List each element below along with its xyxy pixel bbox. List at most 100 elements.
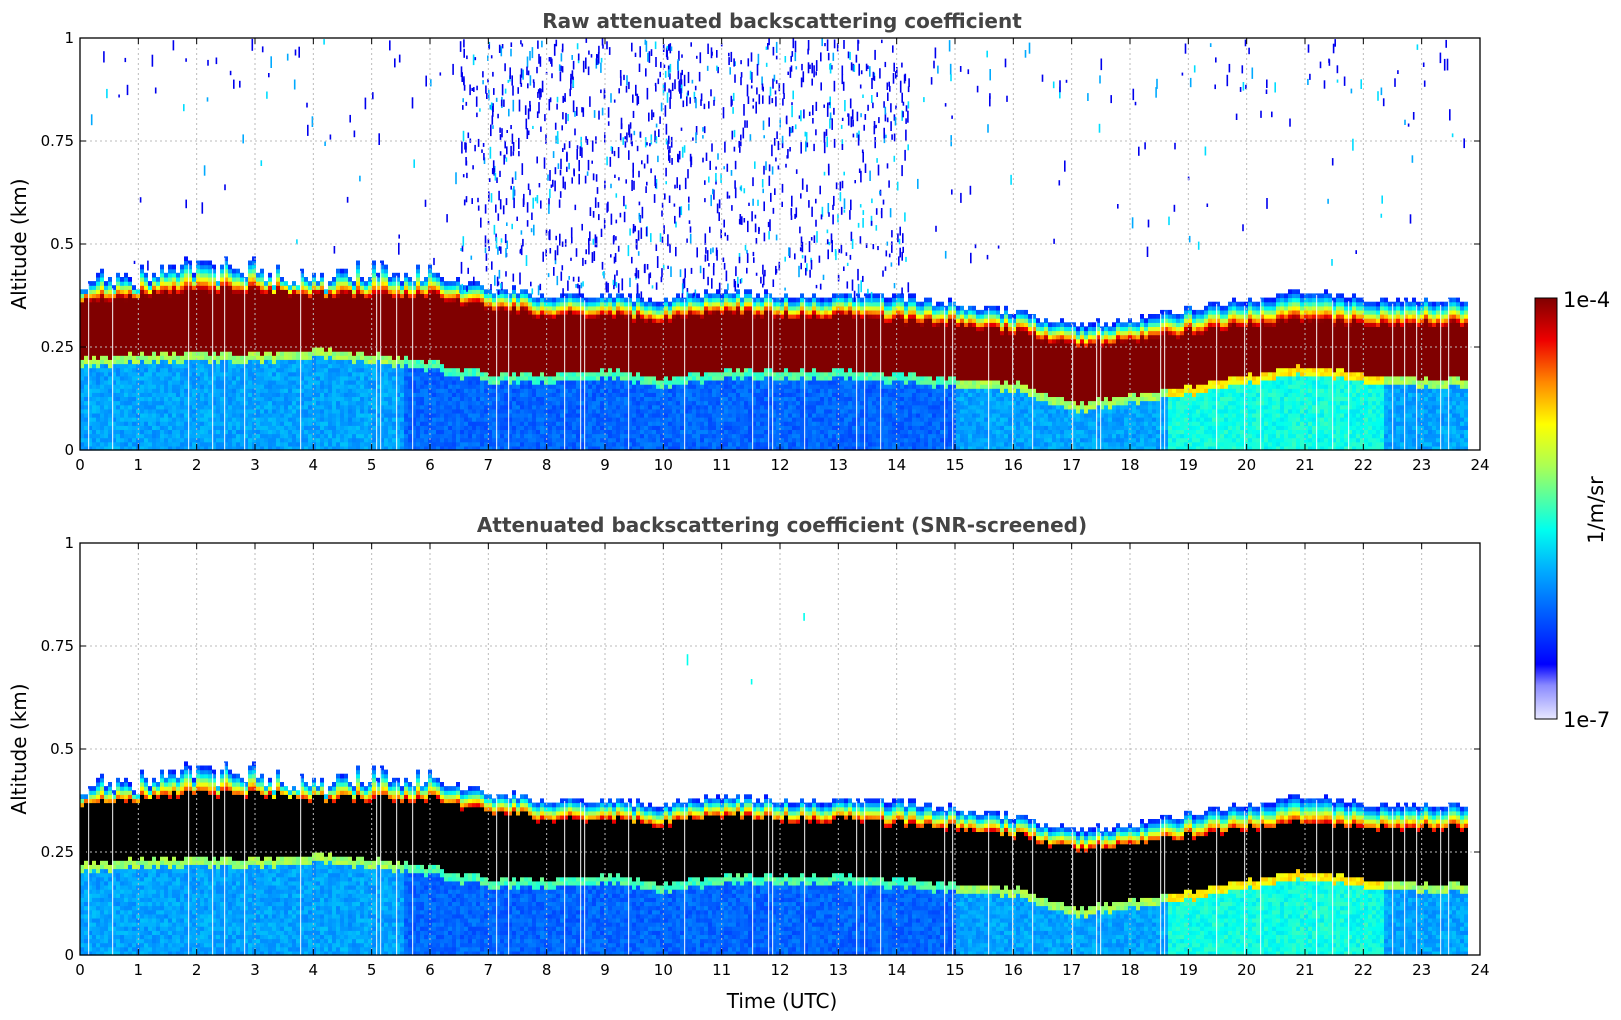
heatmap-cell [328, 421, 332, 426]
heatmap-cell [184, 437, 188, 443]
heatmap-cell [256, 441, 260, 447]
heatmap-cell [220, 326, 224, 332]
heatmap-cell [336, 268, 340, 274]
heatmap-cell [112, 400, 116, 406]
heatmap-cell [144, 285, 148, 290]
heatmap-cell [412, 359, 416, 365]
heatmap-cell [388, 421, 392, 426]
heatmap-cell [112, 417, 116, 422]
heatmap-cell [444, 281, 448, 286]
heatmap-cell [276, 347, 280, 352]
heatmap-cell [372, 268, 376, 274]
heatmap-cell [284, 334, 288, 340]
heatmap-cell [148, 281, 152, 286]
heatmap-cell [208, 375, 212, 381]
heatmap-cell [380, 384, 384, 389]
heatmap-cell [500, 429, 504, 435]
heatmap-cell [216, 421, 220, 426]
heatmap-cell [424, 412, 428, 418]
heatmap-cell [200, 417, 204, 422]
heatmap-cell [132, 384, 136, 389]
heatmap-cell [472, 326, 476, 332]
heatmap-cell [528, 334, 532, 340]
heatmap-cell [280, 408, 284, 414]
heatmap-cell [80, 301, 84, 307]
heatmap-cell [88, 412, 92, 418]
heatmap-cell [172, 264, 176, 270]
heatmap-cell [304, 277, 308, 282]
heatmap-cell [112, 412, 116, 418]
heatmap-cell [124, 272, 128, 278]
heatmap-cell [416, 404, 420, 410]
heatmap-cell [448, 351, 452, 356]
heatmap-cell [436, 375, 440, 381]
heatmap-cell [412, 351, 416, 356]
heatmap-cell [220, 309, 224, 315]
heatmap-cell [136, 388, 140, 393]
heatmap-cell [244, 334, 248, 340]
heatmap-cell [516, 429, 520, 435]
heatmap-cell [152, 375, 156, 381]
heatmap-cell [480, 305, 484, 311]
heatmap-cell [168, 293, 172, 299]
heatmap-cell [336, 293, 340, 299]
heatmap-cell [452, 392, 456, 398]
heatmap-cell [168, 445, 172, 451]
heatmap-cell [524, 441, 528, 447]
heatmap-cell [188, 371, 192, 377]
heatmap-cell [436, 281, 440, 286]
heatmap-cell [360, 322, 364, 328]
heatmap-cell [488, 322, 492, 328]
heatmap-cell [444, 355, 448, 360]
heatmap-cell [300, 417, 304, 422]
heatmap-cell [368, 277, 372, 282]
heatmap-cell [448, 289, 452, 295]
heatmap-cell [288, 359, 292, 365]
heatmap-cell [232, 351, 236, 356]
heatmap-cell [96, 408, 100, 414]
heatmap-cell [304, 388, 308, 393]
heatmap-cell [292, 309, 296, 315]
heatmap-cell [116, 384, 120, 389]
heatmap-cell [332, 309, 336, 315]
heatmap-cell [396, 272, 400, 278]
heatmap-cell [452, 309, 456, 315]
heatmap-cell [444, 437, 448, 443]
heatmap-cell [236, 412, 240, 418]
heatmap-cell [408, 305, 412, 311]
heatmap-cell [464, 429, 468, 435]
heatmap-cell [392, 322, 396, 328]
heatmap-cell [500, 355, 504, 360]
heatmap-cell [488, 359, 492, 365]
heatmap-cell [512, 375, 516, 381]
heatmap-cell [180, 433, 184, 439]
heatmap-cell [552, 445, 556, 451]
heatmap-cell [348, 367, 352, 373]
heatmap-cell [144, 351, 148, 356]
heatmap-cell [468, 367, 472, 373]
heatmap-cell [332, 342, 336, 348]
heatmap-cell [128, 314, 132, 319]
heatmap-cell [392, 392, 396, 398]
heatmap-cell [244, 417, 248, 422]
heatmap-cell [172, 437, 176, 443]
heatmap-cell [184, 326, 188, 332]
heatmap-cell [332, 404, 336, 410]
heatmap-cell [336, 400, 340, 406]
heatmap-cell [196, 268, 200, 274]
heatmap-cell [256, 408, 260, 414]
heatmap-cell [396, 314, 400, 319]
heatmap-cell [508, 334, 512, 340]
heatmap-cell [276, 375, 280, 381]
heatmap-cell [348, 305, 352, 311]
heatmap-cell [120, 322, 124, 328]
heatmap-cell [504, 388, 508, 393]
heatmap-cell [460, 305, 464, 311]
heatmap-cell [420, 355, 424, 360]
heatmap-cell [284, 375, 288, 381]
heatmap-cell [460, 301, 464, 307]
heatmap-cell [384, 314, 388, 319]
heatmap-cell [536, 351, 540, 356]
heatmap-cell [148, 289, 152, 295]
heatmap-cell [132, 334, 136, 340]
